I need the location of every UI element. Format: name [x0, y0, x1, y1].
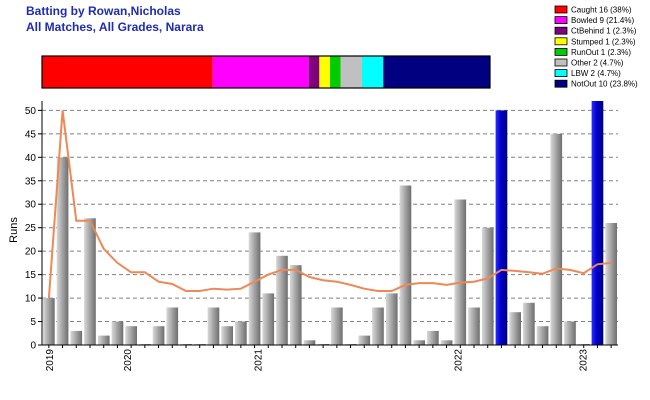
- innings-bar: [207, 307, 220, 345]
- dismissal-segment: [362, 56, 384, 88]
- dismissal-segment: [212, 56, 309, 88]
- innings-bar: [125, 326, 137, 345]
- innings-bar: [43, 298, 55, 345]
- innings-bar: [564, 321, 576, 345]
- y-tick-label: 40: [25, 153, 37, 164]
- legend-swatch: [554, 5, 568, 14]
- legend-label: LBW 2 (4.7%): [571, 69, 621, 78]
- legend-swatch: [554, 69, 568, 77]
- legend-swatch: [554, 79, 568, 88]
- innings-bar: [221, 326, 233, 345]
- legend-label: NotOut 10 (23.8%): [571, 80, 638, 89]
- dismissal-segment: [340, 56, 362, 88]
- x-tick-label: 2020: [123, 349, 134, 372]
- tick-labels: 0 5 10 15 20 25 30 35 40 45 50 2019 2020 2021 2022 2023: [25, 106, 589, 371]
- dismissal-strip: [41, 55, 491, 89]
- legend-swatch: [554, 16, 568, 25]
- dismissal-segment: [42, 56, 213, 88]
- y-tick-label: 10: [25, 294, 37, 305]
- innings-bar: [262, 293, 275, 345]
- average-line: [47, 110, 612, 299]
- innings-bar: [56, 157, 69, 345]
- innings-bar: [536, 326, 549, 345]
- chart-subtitle: All Matches, All Grades, Narara: [26, 20, 204, 34]
- not-out-bar: [495, 110, 508, 346]
- axes: [38, 101, 618, 348]
- legend-swatch: [554, 37, 568, 46]
- innings-bar: [509, 312, 521, 345]
- innings-bar: [605, 223, 617, 345]
- y-tick-label: 50: [25, 106, 37, 117]
- innings-bar: [84, 218, 96, 345]
- innings-bar: [235, 321, 247, 345]
- legend-swatch: [554, 26, 568, 35]
- dismissal-segment: [319, 56, 330, 88]
- innings-bar: [248, 232, 261, 345]
- y-tick-label: 35: [25, 176, 37, 187]
- bars: [43, 101, 617, 346]
- dismissal-strip-border: [41, 55, 491, 89]
- innings-bar: [550, 133, 563, 345]
- average-line-path: [47, 110, 612, 299]
- dismissal-segment: [383, 56, 490, 88]
- innings-bar: [276, 255, 288, 345]
- innings-bar: [331, 307, 343, 345]
- innings-bar: [111, 321, 124, 345]
- y-tick-label: 0: [30, 341, 36, 352]
- innings-bar: [523, 302, 535, 345]
- legend: Caught 16 (38%)Bowled 9 (21.4%) CtBehind …: [554, 5, 638, 89]
- x-tick-label: 2021: [253, 349, 264, 372]
- y-tick-label: 20: [25, 247, 37, 258]
- legend-label: Stumped 1 (2.3%): [571, 37, 636, 46]
- legend-swatch: [554, 48, 568, 56]
- innings-bar: [289, 265, 302, 345]
- innings-bar: [413, 340, 425, 345]
- legend-label: RunOut 1 (2.3%): [571, 48, 631, 57]
- not-out-bar: [591, 101, 604, 345]
- innings-bar: [440, 340, 453, 345]
- legend-label: Bowled 9 (21.4%): [571, 16, 634, 25]
- innings-bar: [97, 335, 110, 345]
- y-tick-label: 45: [25, 129, 37, 140]
- chart-title: Batting by Rowan,Nicholas: [26, 4, 181, 18]
- gridlines: [42, 109, 618, 323]
- legend-label: CtBehind 1 (2.3%): [571, 27, 637, 36]
- innings-bar: [358, 335, 371, 345]
- dismissal-segment: [330, 56, 341, 88]
- dismissal-segment: [308, 56, 320, 88]
- x-tick-label: 2022: [454, 349, 465, 372]
- innings-bar: [70, 330, 83, 345]
- y-tick-label: 30: [25, 200, 37, 211]
- y-tick-label: 15: [25, 270, 37, 281]
- innings-bar: [372, 307, 384, 345]
- innings-bar: [481, 227, 494, 345]
- x-tick-label: 2023: [578, 349, 589, 372]
- innings-bar: [303, 340, 316, 345]
- innings-bar: [454, 199, 467, 345]
- y-tick-label: 5: [30, 317, 36, 328]
- innings-bar: [166, 307, 179, 345]
- y-axis-label: Runs: [8, 217, 20, 243]
- y-tick-label: 25: [25, 223, 37, 234]
- legend-label: Caught 16 (38%): [571, 6, 632, 15]
- innings-bar: [152, 326, 165, 345]
- x-tick-label: 2019: [45, 349, 56, 372]
- innings-bar: [468, 307, 480, 345]
- innings-bar: [427, 330, 439, 345]
- innings-bar: [399, 185, 412, 345]
- legend-swatch: [554, 58, 568, 67]
- legend-label: Other 2 (4.7%): [571, 59, 624, 68]
- innings-bar: [385, 293, 398, 345]
